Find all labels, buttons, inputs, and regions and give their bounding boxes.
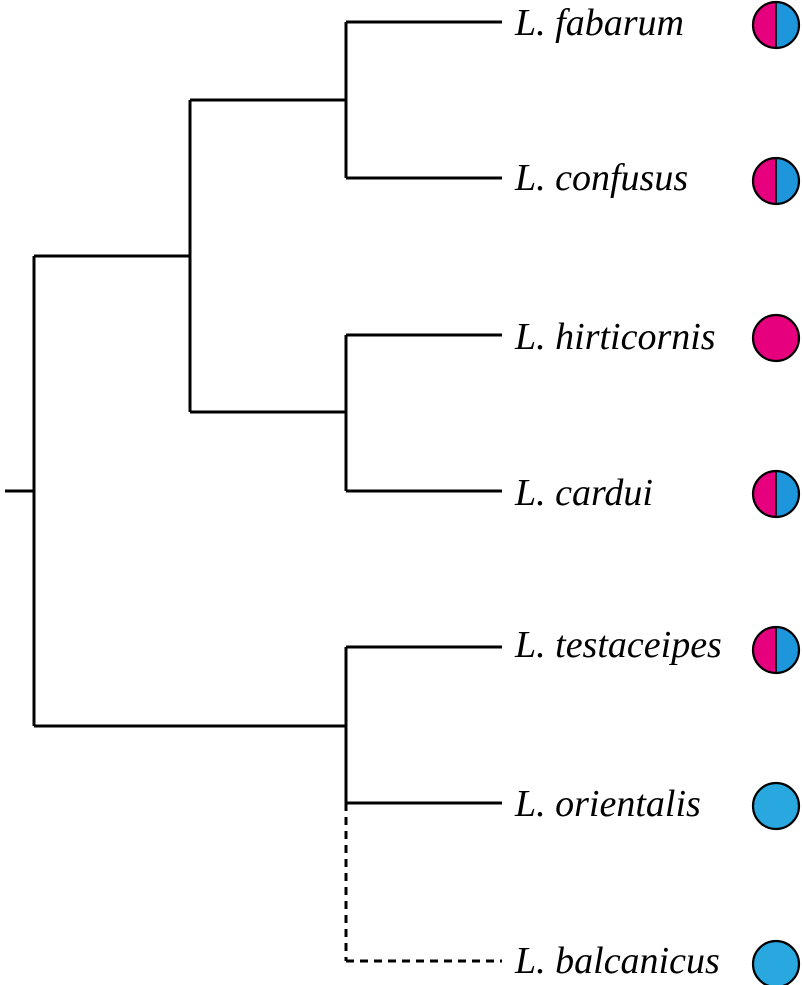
marker-fill — [753, 315, 799, 361]
marker-magenta-half — [753, 627, 776, 673]
marker-outline — [751, 313, 801, 363]
marker-outline — [751, 939, 801, 985]
marker-outline — [751, 469, 801, 519]
taxon-label-confusus: L. confusus — [514, 157, 688, 199]
taxon-label-fabarum: L. fabarum — [514, 2, 684, 44]
marker-outline — [751, 781, 801, 831]
marker-fill — [753, 783, 799, 829]
marker-outline — [751, 0, 801, 50]
marker-magenta-half — [753, 2, 776, 48]
trait-marker-orientalis — [751, 781, 801, 831]
taxon-label-hirticornis: L. hirticornis — [514, 316, 716, 358]
marker-blue-half — [776, 471, 799, 517]
marker-fill — [753, 941, 799, 985]
marker-outline — [751, 156, 801, 206]
marker-magenta-half — [753, 158, 776, 204]
marker-blue-half — [776, 627, 799, 673]
marker-blue-half — [776, 158, 799, 204]
trait-marker-hirticornis — [751, 313, 801, 363]
taxon-labels: L. fabarum L. confusus L. hirticornis L.… — [514, 2, 722, 982]
trait-marker-cardui — [751, 469, 801, 519]
marker-blue-half — [776, 2, 799, 48]
trait-markers — [751, 0, 801, 985]
tree-branches — [5, 20, 502, 963]
trait-marker-confusus — [751, 156, 801, 206]
taxon-label-orientalis: L. orientalis — [514, 783, 701, 825]
marker-magenta-half — [753, 471, 776, 517]
taxon-label-cardui: L. cardui — [514, 472, 653, 514]
trait-marker-testaceipes — [751, 625, 801, 675]
taxon-label-testaceipes: L. testaceipes — [514, 624, 722, 666]
taxon-label-balcanicus: L. balcanicus — [514, 940, 720, 982]
marker-outline — [751, 625, 801, 675]
trait-marker-fabarum — [751, 0, 801, 50]
trait-marker-balcanicus — [751, 939, 801, 985]
